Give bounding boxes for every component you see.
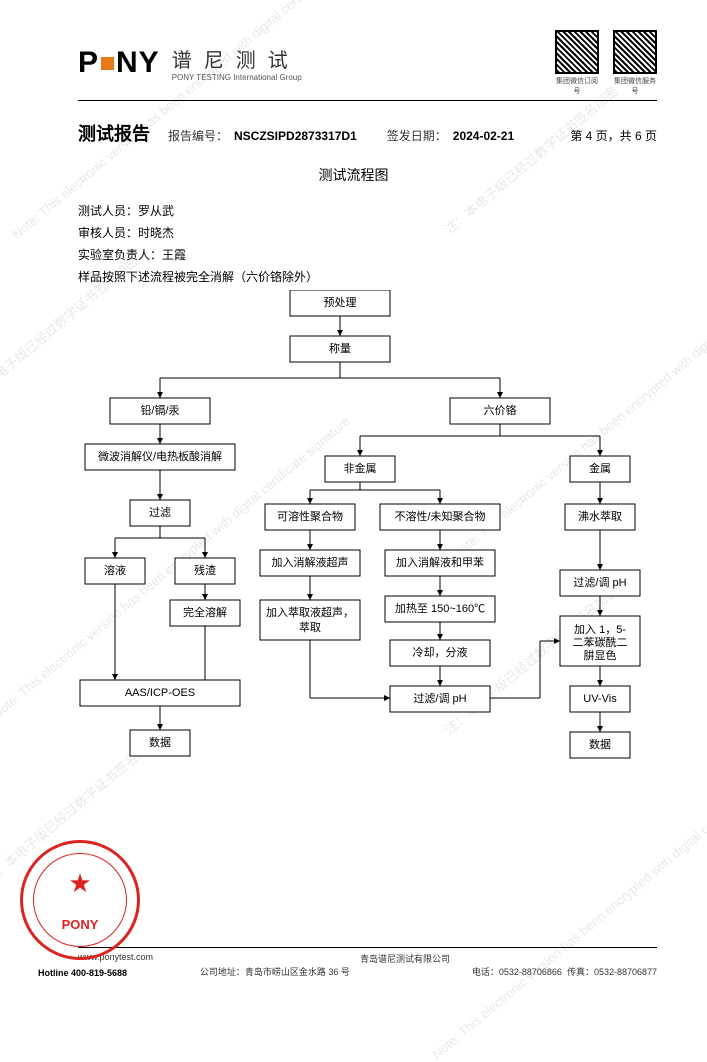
logo-dot-icon [101,57,114,70]
node-filter: 过滤 [149,506,171,519]
node-data-right: 数据 [589,737,611,751]
node-insoluble: 不溶性/未知聚合物 [394,509,485,523]
node-filter-ph-mid: 过滤/调 pH [413,692,466,705]
stamp-hotline: Hotline 400-819-5688 [38,968,127,978]
footer-address: 公司地址：青岛市崂山区金水路 36 号 [200,965,350,978]
report-num: NSCZSIPD2873317D1 [234,129,357,143]
qr-1: 集团微信订阅号 [555,30,599,96]
node-pretreatment: 预处理 [324,296,357,309]
node-colorant-2: 二苯碳酰二 [573,635,628,649]
node-extract-ultrasonic-1: 加入萃取液超声， [266,605,354,619]
node-colorant-1: 加入 1，5- [574,623,626,636]
node-data-left: 数据 [149,735,171,749]
qr-label: 集团微信订阅号 [555,76,599,96]
node-toluene: 加入消解液和甲苯 [396,555,484,569]
logo-block: PNY 谱尼测试 PONY TESTING International Grou… [78,44,302,82]
reviewer: 时晓杰 [138,226,174,240]
lab-head-label: 实验室负责人： [78,248,162,262]
stamp-pony: PONY [34,917,126,932]
logo-main: PNY [78,46,160,80]
node-colorant-3: 肼显色 [584,648,617,662]
node-pbcdhg: 铅/镉/汞 [140,403,179,417]
qr-group: 集团微信订阅号 集团微信服务号 [555,30,657,96]
star-icon: ★ [68,868,91,899]
company-stamp: ★ PONY [20,840,140,960]
info-block: 测试人员：罗从武 审核人员：时晓杰 实验室负责人：王霞 样品按照下述流程被完全消… [78,200,318,288]
footer-company: 青岛谱尼测试有限公司 [360,952,450,965]
footer-fax: 传真：0532-88706877 [567,967,657,977]
footer-tel: 电话：0532-88706866 [472,967,562,977]
page-indicator: 第 4 页，共 6 页 [570,127,657,144]
node-cr6: 六价铬 [484,403,517,417]
logo-sub: PONY TESTING International Group [172,73,302,82]
qr-icon [613,30,657,74]
tester-label: 测试人员： [78,204,138,218]
watermark: 注：本电子版已经过数字证书签名加密 [440,81,622,238]
section-title: 测试流程图 [0,165,707,185]
qr-icon [555,30,599,74]
logo-cn: 谱尼测试 [172,44,302,73]
node-heat: 加热至 150~160℃ [395,602,485,615]
node-metal: 金属 [589,461,611,475]
node-ultrasonic1: 加入消解液超声 [272,555,349,569]
header: PNY 谱尼测试 PONY TESTING International Grou… [78,30,657,96]
node-residue: 残渣 [194,563,216,577]
flowchart: 预处理 称量 铅/镉/汞 六价铬 微波消解仪/电热板酸消解 非金属 金属 过滤 … [70,290,650,890]
node-digestion: 微波消解仪/电热板酸消解 [98,449,222,463]
node-extract-ultrasonic-2: 萃取 [299,621,321,634]
qr-2: 集团微信服务号 [613,30,657,96]
issue-date-label: 签发日期： [387,127,447,144]
report-title: 测试报告 [78,120,150,146]
node-uvvis: UV-Vis [583,693,617,705]
node-weighing: 称量 [329,341,351,355]
header-rule [78,100,657,101]
node-cooling: 冷却，分液 [413,645,468,659]
issue-date: 2024-02-21 [453,129,514,143]
node-aas: AAS/ICP-OES [125,687,195,699]
node-nonmetal: 非金属 [344,461,377,475]
reviewer-label: 审核人员： [78,226,138,240]
meta-row: 测试报告 报告编号： NSCZSIPD2873317D1 签发日期： 2024-… [78,120,657,146]
sample-note: 样品按照下述流程被完全消解（六价铬除外） [78,266,318,288]
report-num-label: 报告编号： [168,127,228,144]
node-filter-ph-r: 过滤/调 pH [573,576,626,589]
node-solution: 溶液 [104,563,126,577]
tester: 罗从武 [138,204,174,218]
node-fully-dissolved: 完全溶解 [183,605,227,619]
footer: www.ponytest.com 青岛谱尼测试有限公司 公司地址：青岛市崂山区金… [78,947,657,978]
lab-head: 王霞 [162,248,186,262]
qr-label: 集团微信服务号 [613,76,657,96]
node-soluble: 可溶性聚合物 [277,509,343,523]
node-boiling: 沸水萃取 [578,510,622,523]
